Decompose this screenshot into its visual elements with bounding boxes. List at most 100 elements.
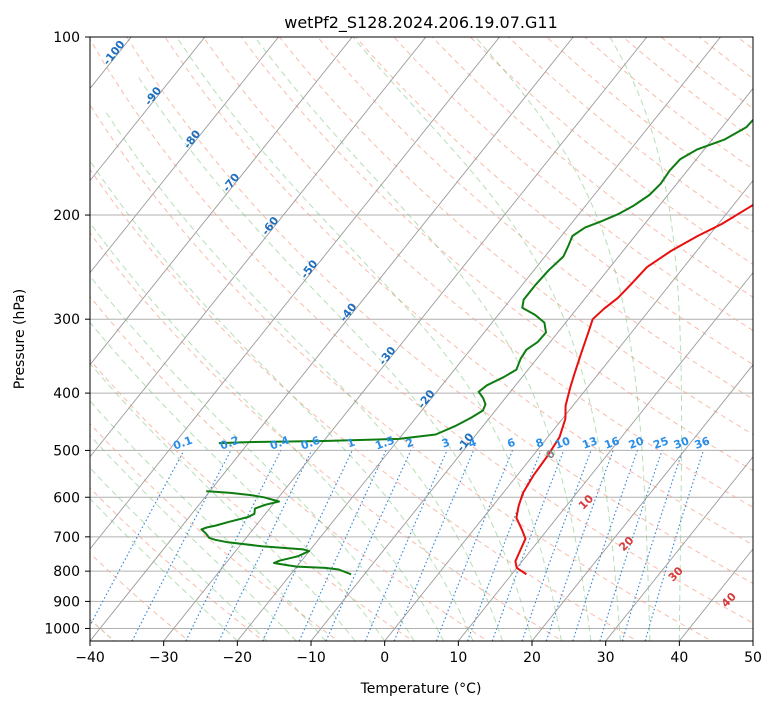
mixing-ratio-line [364, 450, 448, 641]
moist-adiabat-line [475, 37, 651, 641]
chart-title: wetPf2_S128.2024.206.19.07.G11 [284, 13, 558, 33]
isotherm-line [90, 37, 574, 641]
mixing-ratio-label: 16 [603, 434, 622, 452]
moist-adiabat-line [254, 37, 592, 641]
mixing-ratio-label: 1.5 [373, 434, 396, 453]
isotherm-line [384, 179, 753, 641]
moist-adiabat-line [90, 400, 327, 641]
x-tick-label: 50 [744, 650, 762, 666]
y-tick-label: 700 [53, 530, 80, 546]
dry-adiabat-line [90, 104, 713, 641]
x-tick-label: −30 [149, 650, 179, 666]
isotherm-line [457, 271, 753, 641]
mixing-ratio-lines [90, 450, 704, 641]
y-tick-label: 300 [53, 312, 80, 328]
mixing-ratio-label: 0.1 [171, 434, 194, 453]
mixing-ratio-label: 30 [672, 434, 691, 452]
dewpoint-line [200, 490, 352, 576]
sounding-series [200, 118, 753, 576]
y-tick-label: 600 [53, 490, 80, 506]
isotherm-line [90, 37, 279, 274]
mixing-ratio-label: 8 [534, 436, 546, 451]
moist-adiabat-line [136, 74, 533, 641]
mixing-ratio-line [466, 450, 542, 641]
mixing-ratio-label: 13 [580, 434, 599, 451]
mixing-ratio-line [435, 450, 514, 641]
x-axis-ticks: −40 −30 −20 −10 0 10 20 30 40 50 [75, 641, 762, 666]
dry-adiabat-line [90, 359, 414, 641]
dry-adiabat-line [90, 38, 753, 624]
y-tick-label: 1000 [44, 621, 80, 637]
isotherm-line [90, 37, 206, 182]
moist-adiabat-line [90, 434, 297, 641]
x-axis-title: Temperature (°C) [360, 681, 482, 697]
mixing-ratio-label: 20 [627, 434, 646, 452]
moist-adiabat-line [90, 321, 386, 641]
x-tick-label: −10 [296, 650, 326, 666]
mixing-ratio-label: 0.2 [218, 434, 241, 453]
dry-adiabat-line [90, 232, 564, 641]
y-tick-label: 800 [53, 564, 80, 580]
dry-adiabat-line [355, 37, 753, 366]
isotherm-line [531, 364, 753, 641]
mixing-ratio-line [621, 450, 684, 641]
moist-adiabat-line [90, 222, 445, 641]
moist-adiabat-line [105, 111, 503, 641]
isotherm-line [163, 37, 648, 641]
y-tick-label: 200 [53, 208, 80, 224]
mixing-ratio-label: 36 [693, 434, 712, 452]
mixing-ratio-line [185, 450, 282, 641]
mixing-ratio-line [599, 450, 663, 641]
mixing-ratio-label: 10 [553, 434, 572, 452]
moist-adiabat-line [90, 498, 238, 641]
skewed-isotherms [90, 37, 753, 641]
dry-adiabats [90, 37, 753, 641]
mixing-ratio-label: 4 [467, 436, 479, 451]
dry-adiabat-line [90, 295, 489, 641]
y-tick-label: 900 [53, 594, 80, 610]
temperature-line [514, 203, 753, 576]
mixing-ratio-line [545, 450, 614, 641]
dry-adiabat-line [164, 37, 753, 546]
x-tick-label: 40 [670, 650, 688, 666]
dry-adiabat-line [90, 422, 340, 641]
mixing-ratio-label: 0.6 [299, 434, 322, 453]
moist-adiabat-line [90, 275, 415, 641]
moist-adiabat-line [609, 37, 683, 641]
mixing-ratio-line [90, 450, 185, 627]
isotherm-line [90, 37, 427, 458]
isotherm-line [90, 37, 500, 550]
moist-adiabats [90, 37, 683, 641]
mixing-ratio-label: 2 [404, 436, 416, 451]
plot-area: 0.1 0.2 0.4 0.6 1 1.5 2 3 4 6 8 10 13 16 20 25 30 36-100-… [90, 37, 753, 641]
dry-adiabat-line [202, 37, 753, 508]
mixing-ratio-label: 3 [440, 436, 452, 451]
moist-adiabat-line [176, 37, 562, 641]
y-tick-label: 400 [53, 386, 80, 402]
mixing-ratio-label: 25 [651, 434, 670, 451]
mixing-ratio-line [325, 450, 412, 641]
isotherm-line [310, 87, 753, 641]
y-axis-title: Pressure (hPa) [12, 289, 28, 389]
mixing-ratio-label: 1 [345, 436, 357, 451]
y-axis-ticks: 100 200 300 400 500 600 700 800 900 1000 [44, 30, 90, 637]
isotherm-line [605, 456, 753, 641]
x-tick-label: 20 [523, 650, 541, 666]
mixing-ratio-line [572, 450, 638, 641]
x-tick-label: −40 [75, 650, 105, 666]
mixing-ratio-label: 6 [505, 436, 517, 451]
isotherm-line [90, 37, 353, 366]
mixing-ratio-line [491, 450, 565, 641]
x-tick-label: 10 [449, 650, 467, 666]
moist-adiabat-line [352, 37, 621, 641]
x-tick-label: 0 [380, 650, 389, 666]
x-tick-label: −20 [223, 650, 253, 666]
moist-adiabat-line [90, 160, 474, 641]
plot-frame [89, 36, 754, 642]
dry-adiabat-line [90, 552, 190, 641]
mixing-ratio-label: 0.4 [268, 434, 291, 453]
dry-adiabat-line [278, 37, 753, 436]
y-tick-label: 100 [53, 30, 80, 46]
x-tick-label: 30 [597, 650, 615, 666]
